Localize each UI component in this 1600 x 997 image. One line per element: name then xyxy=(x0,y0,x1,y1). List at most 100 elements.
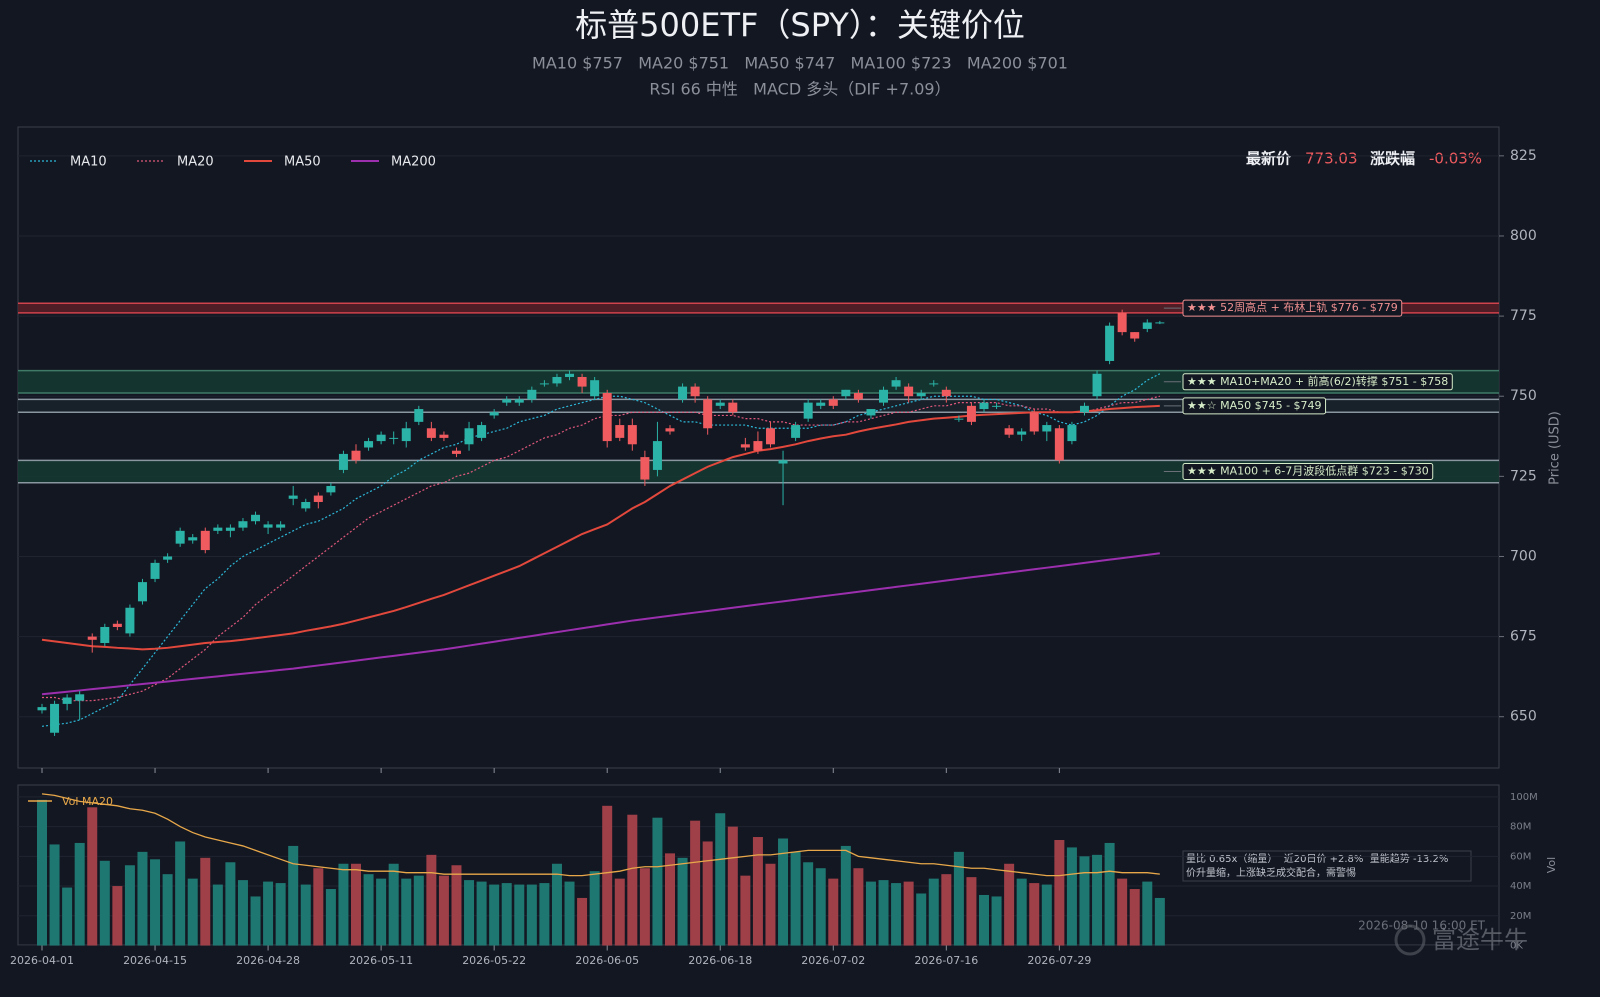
candle-body xyxy=(364,441,374,448)
candle-body xyxy=(816,402,826,406)
ma-line xyxy=(41,552,1160,696)
candle-body xyxy=(301,501,311,509)
candle-body xyxy=(477,425,487,438)
subtitle: MA10 $757 MA20 $751 MA50 $747 MA100 $723… xyxy=(532,54,1068,73)
volume-bar xyxy=(891,883,902,946)
candle-body xyxy=(627,425,637,445)
volume-bar xyxy=(878,880,889,946)
volume-bar xyxy=(840,845,851,946)
volume-bar xyxy=(501,883,512,946)
candle-body xyxy=(1042,425,1052,432)
x-tick-label: 2026-04-01 xyxy=(10,954,74,967)
x-tick-label: 2026-06-18 xyxy=(688,954,752,967)
candle-body xyxy=(188,537,198,541)
candle-body xyxy=(803,402,813,419)
volume-bar xyxy=(715,813,726,946)
candle-body xyxy=(941,389,951,397)
volume-bar xyxy=(476,881,487,946)
candle-body xyxy=(251,514,261,522)
x-tick-label: 2026-06-05 xyxy=(575,954,639,967)
volume-bar xyxy=(150,859,161,946)
volume-bar xyxy=(953,851,964,946)
volume-bar xyxy=(351,863,361,946)
candle-body xyxy=(841,389,851,397)
volume-bar xyxy=(614,878,625,946)
zone xyxy=(18,460,1499,483)
legend-label: MA50 xyxy=(284,155,321,170)
volume-bar xyxy=(577,897,588,946)
volume-bar xyxy=(426,854,437,946)
volume-bar xyxy=(790,851,801,946)
candle-body xyxy=(414,409,424,422)
candle-body xyxy=(640,457,650,480)
y-axis-label: Price (USD) xyxy=(1548,411,1563,485)
volume-bar xyxy=(1092,854,1103,946)
candle-body xyxy=(652,441,662,470)
volume-bar xyxy=(74,842,85,946)
x-tick-label: 2026-07-16 xyxy=(914,954,978,967)
candle-body xyxy=(715,402,725,406)
candle-body xyxy=(979,402,989,410)
volume-bar xyxy=(1054,839,1065,946)
candle-body xyxy=(690,386,700,397)
candle-body xyxy=(150,562,160,579)
watermark: 富途牛牛 xyxy=(1432,926,1528,954)
legend-label: Vol MA20 xyxy=(62,795,113,808)
candle-body xyxy=(313,495,323,502)
volume-bar xyxy=(828,878,839,946)
y-tick-label: 700 xyxy=(1510,548,1537,564)
candle-body xyxy=(552,376,562,384)
candle-body xyxy=(992,405,1002,407)
candle-body xyxy=(200,530,210,551)
volume-bar xyxy=(99,860,110,946)
volume-bar xyxy=(1041,884,1052,946)
y-tick-label: 775 xyxy=(1510,308,1537,324)
volume-bar xyxy=(112,886,123,946)
candle-body xyxy=(778,460,788,464)
volume-bar xyxy=(677,857,688,946)
candle-body xyxy=(1130,332,1140,339)
vol-tick-label: 100M xyxy=(1510,792,1538,803)
candle-body xyxy=(853,393,863,400)
volume-bar xyxy=(941,874,952,946)
candle-body xyxy=(678,386,688,400)
volume-bar xyxy=(288,845,299,946)
volume-bar xyxy=(1066,847,1077,946)
volume-bar xyxy=(1142,881,1153,946)
volume-bar xyxy=(1029,883,1040,946)
zone-label-box xyxy=(1182,397,1327,415)
candle-body xyxy=(75,694,85,701)
volume-bar xyxy=(376,878,387,946)
candle-body xyxy=(351,450,361,461)
candle-body xyxy=(263,524,273,528)
volume-bar xyxy=(627,814,638,946)
candle-body xyxy=(451,450,461,454)
volume-bar xyxy=(175,841,186,946)
volume-bar xyxy=(928,878,939,946)
volume-bar xyxy=(979,894,989,946)
change: -0.03% xyxy=(1429,150,1482,168)
y-tick-label: 750 xyxy=(1510,388,1537,404)
volume-bar xyxy=(87,807,98,946)
zone-label: ★★★ 52周高点 + 布林上轨 $776 - $779 xyxy=(1187,300,1398,314)
candle-body xyxy=(1067,425,1077,442)
volume-bar xyxy=(865,881,876,946)
volume-bar xyxy=(526,884,537,946)
volume-bar xyxy=(966,877,977,946)
candle-body xyxy=(753,441,763,451)
latest-title: 最新价 xyxy=(1246,150,1292,168)
candle-body xyxy=(87,636,97,640)
volume-bar xyxy=(250,896,261,946)
volume-bar xyxy=(464,880,475,946)
candle-body xyxy=(112,623,122,627)
legend-label: MA20 xyxy=(177,155,214,170)
volume-bar xyxy=(602,805,613,946)
candle-body xyxy=(740,444,750,448)
ma-line xyxy=(41,373,1161,727)
latest-price: 773.03 xyxy=(1305,150,1358,168)
candle-body xyxy=(225,527,235,531)
vol-axis-label: Vol xyxy=(1545,857,1558,873)
volume-bar xyxy=(1004,863,1015,946)
